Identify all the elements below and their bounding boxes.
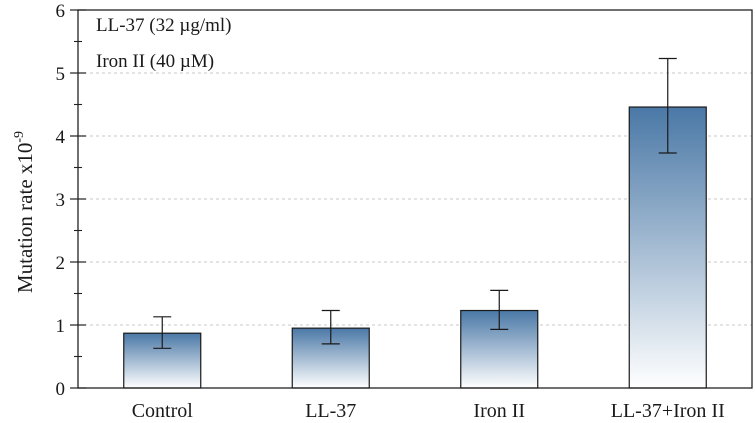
bar <box>123 332 202 389</box>
y-axis-label-exponent: -9 <box>12 131 27 143</box>
x-category-label: LL-37+Iron II <box>611 400 725 422</box>
bars <box>123 106 707 389</box>
annotation-ll37: LL-37 (32 µg/ml) <box>96 15 231 36</box>
y-tick-label: 0 <box>56 379 66 400</box>
error-bar <box>153 316 172 349</box>
error-bar <box>658 57 677 154</box>
x-category-labels: Control LL-37 Iron II LL-37+Iron II <box>132 400 725 422</box>
grid-lines <box>78 72 752 326</box>
y-tick-label: 1 <box>56 316 66 337</box>
x-category-label: Iron II <box>473 400 525 422</box>
error-bar <box>321 309 340 345</box>
x-category-label: Control <box>132 400 194 422</box>
y-tick-label: 3 <box>56 190 66 211</box>
error-bar <box>490 289 509 331</box>
y-tick-labels: 0 1 2 3 4 5 6 <box>56 1 66 400</box>
y-tick-label: 4 <box>56 127 66 148</box>
y-axis-label: Mutation rate x10-9 <box>12 131 37 293</box>
y-axis-ticks <box>70 9 86 389</box>
y-tick-label: 2 <box>56 253 66 274</box>
bar <box>628 106 707 389</box>
y-tick-label: 6 <box>56 1 66 22</box>
x-category-label: LL-37 <box>305 400 356 422</box>
error-bars <box>153 57 677 349</box>
y-axis-label-main: Mutation rate x10 <box>13 143 37 293</box>
annotation-iron: Iron II (40 µM) <box>96 51 214 72</box>
y-tick-label: 5 <box>56 64 66 85</box>
